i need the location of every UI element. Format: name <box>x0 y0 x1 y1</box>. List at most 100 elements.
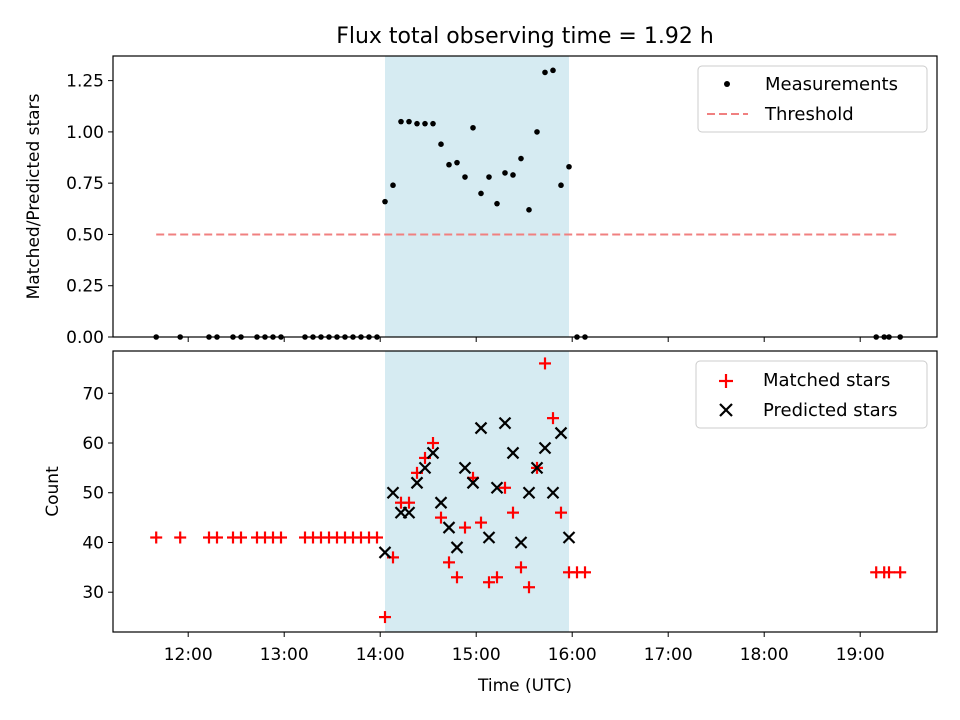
legend-matched-label: Matched stars <box>763 370 890 391</box>
predicted-star-mark-b <box>442 521 456 534</box>
predicted-star-mark-b <box>466 476 480 490</box>
matched-star-point <box>547 412 559 425</box>
predicted-star-mark-b <box>450 541 464 554</box>
matched-star-point <box>539 357 551 370</box>
matched-star-point <box>379 611 391 624</box>
matched-star-point <box>371 531 383 544</box>
measurement-point <box>390 182 396 189</box>
predicted-star-mark-b <box>434 496 448 509</box>
predicted-star-point <box>474 421 488 435</box>
y-tick-label: 40 <box>82 533 104 553</box>
measurement-point <box>486 174 492 180</box>
bottom-legend: Matched stars Predicted stars <box>695 360 928 429</box>
predicted-star-point <box>538 441 552 455</box>
predicted-star-mark-b <box>402 506 416 519</box>
x-tick-label: 13:00 <box>260 645 309 665</box>
matched-star-point <box>515 561 527 574</box>
x-axis-label: Time (UTC) <box>477 676 572 696</box>
measurement-point <box>406 118 412 125</box>
measurement-point <box>502 170 508 176</box>
measurement-point <box>438 141 444 147</box>
legend-threshold-label: Threshold <box>764 104 854 125</box>
y-tick-label: 0.25 <box>66 277 104 297</box>
measurement-point <box>518 155 524 162</box>
y-tick-label: 0.75 <box>66 174 104 194</box>
predicted-star-point <box>466 476 480 490</box>
top-panel: 0.00 0.25 0.50 0.75 1.00 1.25 Matched/Predict… <box>24 55 938 348</box>
measurement-point <box>462 174 468 180</box>
predicted-star-mark-b <box>506 446 520 460</box>
y-tick-label: 1.25 <box>66 72 104 92</box>
predicted-star-point <box>482 531 496 544</box>
predicted-star-mark-b <box>386 486 400 500</box>
predicted-star-mark-b <box>378 546 392 559</box>
predicted-star-mark-b <box>538 441 552 455</box>
matched-star-point <box>435 511 447 524</box>
predicted-star-mark-b <box>498 416 512 430</box>
y-tick-label: 60 <box>82 434 104 454</box>
bottom-shaded-region <box>385 351 569 632</box>
matched-star-point <box>491 571 503 584</box>
x-tick-label: 12:00 <box>164 645 213 665</box>
predicted-star-point <box>458 461 472 475</box>
legend-measurements-label: Measurements <box>765 74 898 95</box>
top-legend: Measurements Threshold <box>697 65 928 133</box>
predicted-star-point <box>506 446 520 460</box>
matched-star-point <box>579 566 591 579</box>
predicted-star-point <box>490 481 504 495</box>
predicted-star-mark-b <box>522 486 536 500</box>
matched-star-point <box>211 531 223 544</box>
predicted-star-point <box>378 546 392 559</box>
y-tick-label: 30 <box>82 583 104 603</box>
y-tick-label: 0.00 <box>66 328 104 348</box>
predicted-star-mark-b <box>474 421 488 435</box>
matched-star-point <box>499 481 511 494</box>
measurement-point <box>534 129 540 135</box>
measurement-point <box>526 207 532 213</box>
x-tick-label: 19:00 <box>836 645 885 665</box>
measurement-point <box>382 198 388 205</box>
predicted-star-point <box>546 486 560 500</box>
top-y-axis: 0.00 0.25 0.50 0.75 1.00 1.25 <box>66 72 113 348</box>
bottom-plot-frame <box>112 350 938 633</box>
predicted-star-point <box>522 486 536 500</box>
measurement-point <box>470 124 476 131</box>
y-tick-label: 1.00 <box>66 123 104 143</box>
x-tick-label: 15:00 <box>452 645 501 665</box>
predicted-star-mark-b <box>546 486 560 500</box>
matched-star-point <box>150 531 163 544</box>
top-shaded-region <box>385 56 569 337</box>
predicted-star-point <box>426 446 440 460</box>
predicted-star-mark-b <box>562 531 576 544</box>
x-tick-label: 16:00 <box>548 645 597 665</box>
bottom-legend-box <box>695 360 928 429</box>
x-tick-label: 18:00 <box>740 645 789 665</box>
matched-star-point <box>483 576 495 589</box>
y-tick-label: 50 <box>82 484 104 504</box>
predicted-star-point <box>418 461 432 475</box>
predicted-star-mark-b <box>418 461 432 475</box>
predicted-star-mark-b <box>554 426 568 440</box>
top-x-tickmarks <box>187 337 861 342</box>
predicted-star-point <box>514 536 528 549</box>
legend-predicted-label: Predicted stars <box>763 400 897 421</box>
predicted-star-point <box>442 521 456 534</box>
measurement-point <box>430 120 436 127</box>
matched-star-point <box>235 531 247 544</box>
legend-measurements-marker <box>724 81 730 87</box>
legend-predicted-marker <box>719 403 733 417</box>
measurement-point <box>446 161 452 168</box>
matched-star-point <box>475 516 487 529</box>
matched-star-point <box>507 506 519 519</box>
matched-star-point <box>459 521 471 534</box>
measurement-point <box>494 200 500 207</box>
measurement-point <box>550 67 556 74</box>
bottom-y-axis: 30 40 50 60 70 <box>82 384 113 603</box>
bottom-y-axis-label: Count <box>43 466 63 517</box>
predicted-star-point <box>402 506 416 519</box>
predicted-star-mark-b <box>426 446 440 460</box>
measurement-point <box>422 120 428 127</box>
measurement-point <box>398 118 404 125</box>
matched-star-point <box>174 531 187 544</box>
